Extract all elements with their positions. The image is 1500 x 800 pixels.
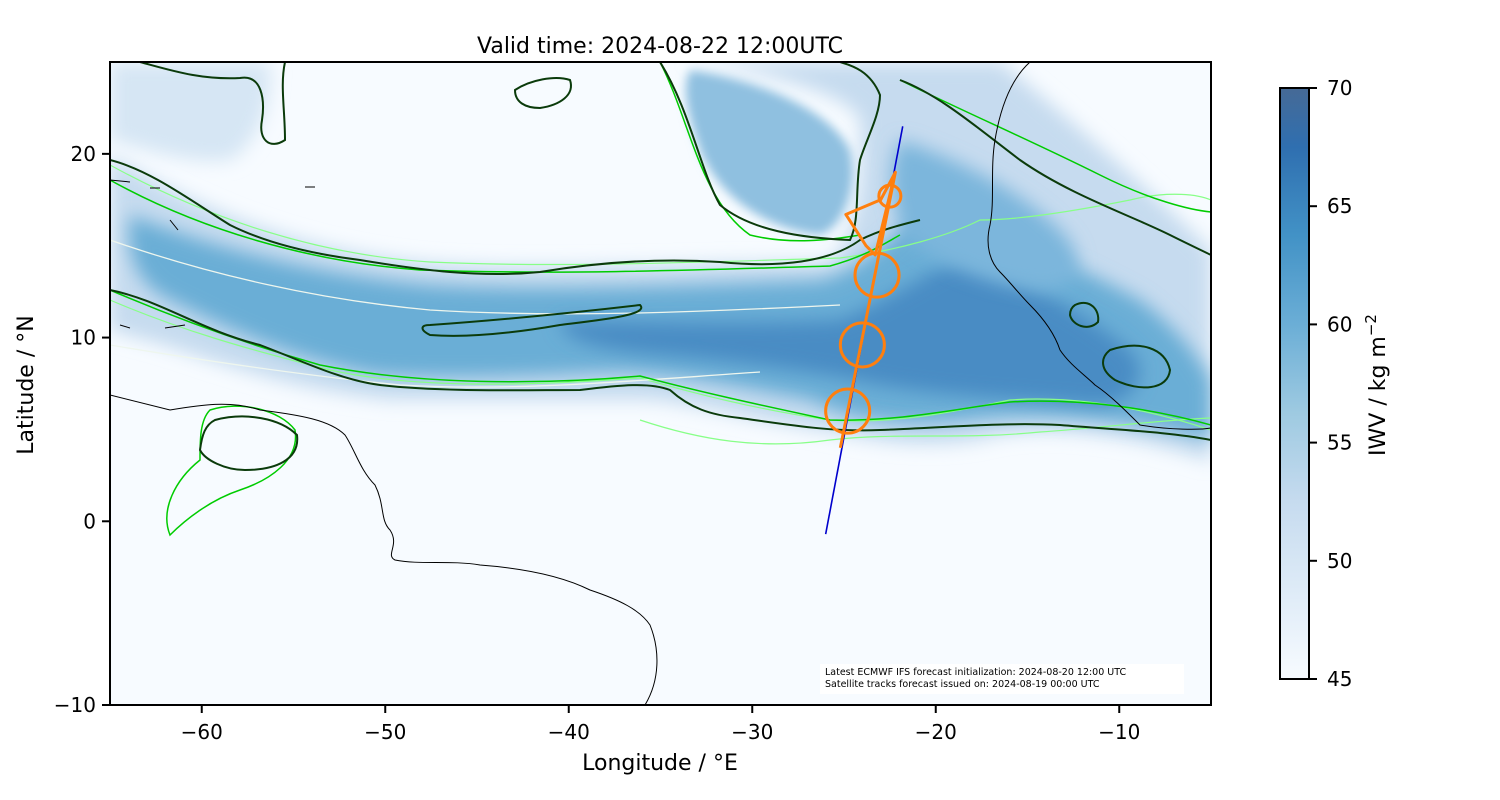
- caribbean-islands: [110, 179, 315, 329]
- contour-dark-lower: [110, 289, 1211, 441]
- colorbar-frame: [1279, 87, 1310, 680]
- satellite-track-line: [838, 170, 897, 449]
- x-axis-label: Longitude / °E: [582, 751, 738, 776]
- contour-dark-top-island: [513, 77, 572, 110]
- x-tick-label: −30: [731, 720, 773, 744]
- y-axis: −10 0 10 20: [54, 142, 110, 717]
- x-tick-label: −20: [915, 720, 957, 744]
- contour-dark-arm: [659, 62, 882, 242]
- contour-light-upper: [110, 164, 1211, 266]
- plot-area: Latest ECMWF IFS forecast initialization…: [109, 61, 1212, 706]
- satellite-circle: [824, 387, 872, 435]
- contour-green-lower: [110, 289, 1211, 426]
- colorbar-gradient: [1280, 88, 1309, 679]
- plot-frame: [109, 61, 1212, 706]
- colorbar-tick-label: 70: [1327, 76, 1352, 100]
- coastlines: [110, 62, 1211, 705]
- colorbar-tick-label: 55: [1327, 431, 1352, 455]
- satellite-circle: [838, 321, 886, 369]
- colorbar-label-text: IWV / kg m: [1366, 336, 1391, 456]
- colorbar-tick-label: 45: [1327, 667, 1352, 691]
- contour-green-east: [899, 79, 1211, 213]
- annotation-forecast-init: Latest ECMWF IFS forecast initialization…: [825, 667, 1126, 678]
- x-tick-label: −60: [181, 720, 223, 744]
- satellite-circles: [824, 183, 903, 435]
- south-america-coast: [110, 394, 658, 705]
- satellite-circle: [877, 183, 903, 209]
- annotation-satellite-tracks: Satellite tracks forecast issued on: 202…: [825, 679, 1100, 690]
- x-tick-label: −10: [1098, 720, 1140, 744]
- y-tick-label: −10: [54, 693, 96, 717]
- iwv-field: [110, 62, 1211, 462]
- contour-dark-west-island: [198, 415, 299, 472]
- x-axis: −60 −50 −40 −30 −20 −10: [181, 705, 1140, 744]
- contour-light-lower: [110, 299, 1211, 431]
- contour-dark-band-inner: [421, 303, 643, 337]
- contour-green-arm: [659, 62, 861, 242]
- contour-dark-east-blob: [1102, 344, 1172, 389]
- y-tick-label: 0: [83, 509, 96, 533]
- iwv-upper-arm: [685, 70, 853, 235]
- contour-dark-top-left: [139, 62, 287, 145]
- x-tick-label: −40: [548, 720, 590, 744]
- colorbar-tick-label: 65: [1327, 194, 1352, 218]
- y-tick-label: 10: [71, 326, 96, 350]
- colorbar-tick-label: 50: [1327, 549, 1352, 573]
- iwv-top-left-patch: [110, 62, 271, 161]
- iwv-band-peak: [560, 260, 1140, 405]
- contour-dark-east: [899, 79, 1211, 256]
- annotation-box: [820, 664, 1184, 694]
- colorbar-label: IWV / kg m−2: [1362, 314, 1391, 456]
- colorbar-tick-label: 60: [1327, 312, 1352, 336]
- contour-dark-east-small: [1068, 302, 1100, 328]
- colorbar-label-exponent: −2: [1362, 314, 1380, 336]
- colorbar: 45 50 55 60 65 70 IWV / kg m−2: [1279, 76, 1391, 691]
- iwv-contours: [110, 62, 1211, 537]
- satellite-circle: [853, 251, 901, 299]
- iwv-mid-lobe: [891, 140, 1078, 290]
- africa-coast: [987, 62, 1211, 430]
- y-tick-label: 20: [71, 142, 96, 166]
- colorbar-ticks: 45 50 55 60 65 70: [1309, 76, 1352, 691]
- contour-light-south: [639, 417, 1211, 445]
- x-tick-label: −50: [364, 720, 406, 744]
- chart-title: Valid time: 2024-08-22 12:00UTC: [477, 34, 843, 59]
- y-axis-label: Latitude / °N: [14, 315, 39, 454]
- contour-dark-upper: [110, 159, 921, 276]
- contour-green-west-island: [166, 405, 297, 537]
